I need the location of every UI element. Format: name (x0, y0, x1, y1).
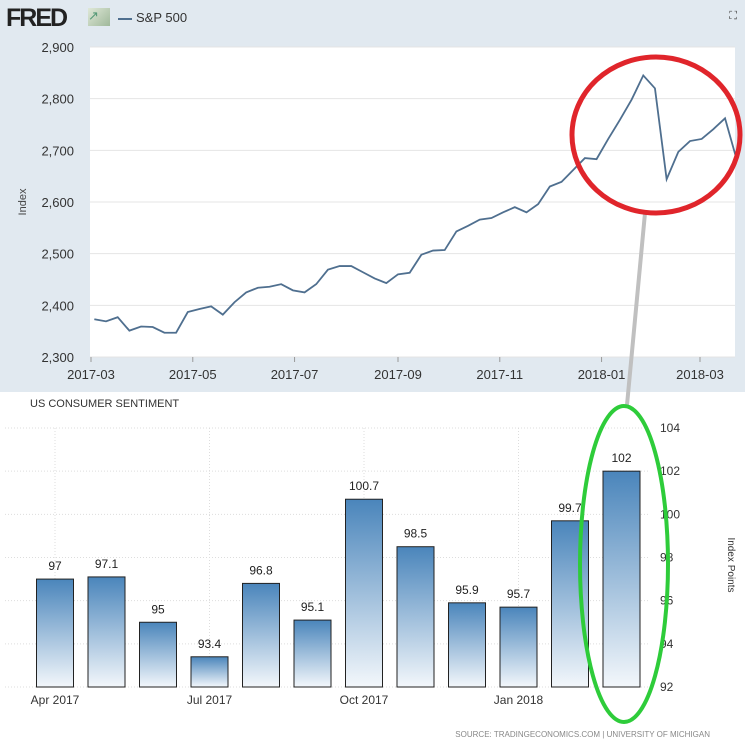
bar-value-label: 95 (151, 602, 165, 616)
y-tick-label: 2,300 (41, 350, 74, 365)
y-tick-label: 92 (660, 680, 674, 694)
bar-value-label: 97.1 (95, 557, 119, 571)
x-tick-label: Jul 2017 (187, 693, 233, 707)
chart-logo-icon: ↗ (88, 8, 110, 26)
bar (293, 619, 332, 688)
red-circle-annotation (569, 54, 743, 216)
bar-value-label: 99.7 (558, 501, 582, 515)
x-tick-label: 2018-01 (578, 367, 626, 382)
bar (36, 578, 74, 688)
bar-value-label: 102 (611, 451, 631, 465)
bar (602, 470, 641, 688)
y-tick-label: 2,400 (41, 298, 74, 313)
bar (448, 602, 486, 688)
bar-chart-title: US CONSUMER SENTIMENT (30, 398, 179, 410)
y-tick-label: 2,900 (41, 40, 74, 55)
x-tick-label: Jan 2018 (494, 693, 544, 707)
y-tick-label: 2,700 (41, 143, 74, 158)
y-tick-label: 2,500 (41, 247, 74, 262)
x-tick-label: 2017-03 (67, 367, 115, 382)
bar (190, 656, 229, 688)
y-tick-label: 100 (660, 507, 680, 521)
bar-value-label: 93.4 (198, 637, 222, 651)
y-tick-label: 104 (660, 421, 680, 435)
legend-label: S&P 500 (136, 10, 188, 25)
bar-value-label: 100.7 (349, 479, 379, 493)
sp500-line (94, 73, 738, 334)
bar (499, 606, 538, 688)
y-tick-label: 102 (660, 464, 680, 478)
green-ellipse-annotation (578, 404, 670, 724)
connector-line (625, 212, 647, 406)
bar-value-label: 98.5 (404, 527, 428, 541)
y-axis-label: Index (17, 188, 29, 215)
bar (87, 576, 126, 688)
bar-value-label: 97 (48, 559, 62, 573)
fred-logo: FRED (6, 4, 68, 32)
x-tick-label: 2017-05 (169, 367, 217, 382)
x-tick-label: 2017-11 (476, 367, 523, 382)
x-tick-label: 2017-09 (374, 367, 422, 382)
y-tick-label: 2,600 (41, 195, 74, 210)
bar-value-label: 95.1 (301, 600, 325, 614)
x-tick-label: Apr 2017 (31, 693, 80, 707)
y-tick-label: 2,800 (41, 92, 74, 107)
x-tick-label: 2018-03 (676, 367, 724, 382)
legend-item[interactable]: S&P 500 (118, 10, 187, 25)
legend-line-icon (118, 17, 132, 20)
bar (242, 582, 280, 688)
bar-value-label: 96.8 (249, 563, 273, 577)
bar (139, 621, 177, 688)
bar (396, 546, 435, 688)
expand-icon[interactable]: ⛶ (729, 10, 737, 22)
source-note: SOURCE: TRADINGECONOMICS.COM | UNIVERSIT… (455, 730, 710, 739)
bar-value-label: 95.7 (507, 587, 531, 601)
y-axis-label: Index Points (725, 537, 736, 592)
x-tick-label: Oct 2017 (340, 693, 389, 707)
x-tick-label: 2017-07 (271, 367, 319, 382)
bar-value-label: 95.9 (455, 583, 479, 597)
bar (345, 498, 383, 688)
